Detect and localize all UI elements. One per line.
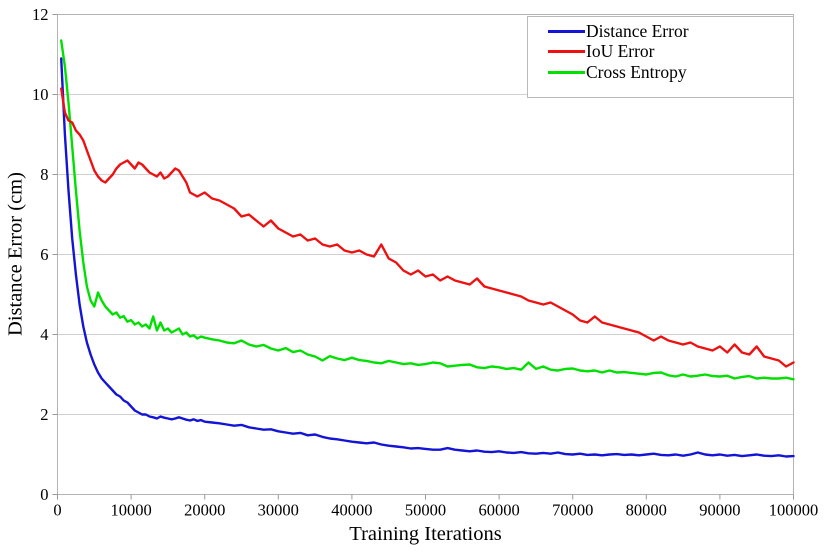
y-tick-label: 10 — [32, 85, 49, 104]
y-tick-label: 6 — [40, 245, 48, 264]
x-tick-label: 10000 — [110, 501, 151, 520]
y-axis-label: Distance Error (cm) — [4, 172, 27, 336]
legend-label: Cross Entropy — [586, 61, 687, 82]
x-tick-label: 30000 — [258, 501, 299, 520]
y-tick-label: 2 — [40, 405, 48, 424]
legend-line-sample — [548, 70, 585, 74]
x-tick-label: 50000 — [405, 501, 446, 520]
x-tick-label: 20000 — [184, 501, 225, 520]
legend: Distance Error IoU Error Cross Entropy — [527, 16, 794, 98]
legend-item-distance-error: Distance Error — [548, 21, 793, 42]
x-axis-label: Training Iterations — [349, 523, 502, 545]
x-tick-label: 0 — [53, 501, 61, 520]
series-line-iou-error — [60, 87, 795, 368]
legend-label: Distance Error — [586, 20, 689, 41]
y-tick-label: 0 — [40, 485, 48, 504]
x-tick-label: 40000 — [331, 501, 372, 520]
legend-line-sample — [548, 29, 585, 33]
legend-item-cross-entropy: Cross Entropy — [548, 62, 793, 83]
y-tick-label: 8 — [40, 165, 48, 184]
series-line-cross-entropy — [60, 39, 795, 381]
x-tick-label: 70000 — [552, 501, 593, 520]
series-line-distance-error — [60, 57, 795, 458]
x-tick-label: 90000 — [699, 501, 740, 520]
x-tick-label: 60000 — [478, 501, 519, 520]
legend-label: IoU Error — [586, 41, 655, 62]
x-tick-label: 80000 — [626, 501, 667, 520]
y-tick-label: 12 — [32, 5, 49, 24]
x-tick-label: 100000 — [769, 501, 819, 520]
legend-line-sample — [548, 50, 585, 54]
y-tick-label: 4 — [40, 325, 48, 344]
legend-item-iou-error: IoU Error — [548, 41, 793, 63]
